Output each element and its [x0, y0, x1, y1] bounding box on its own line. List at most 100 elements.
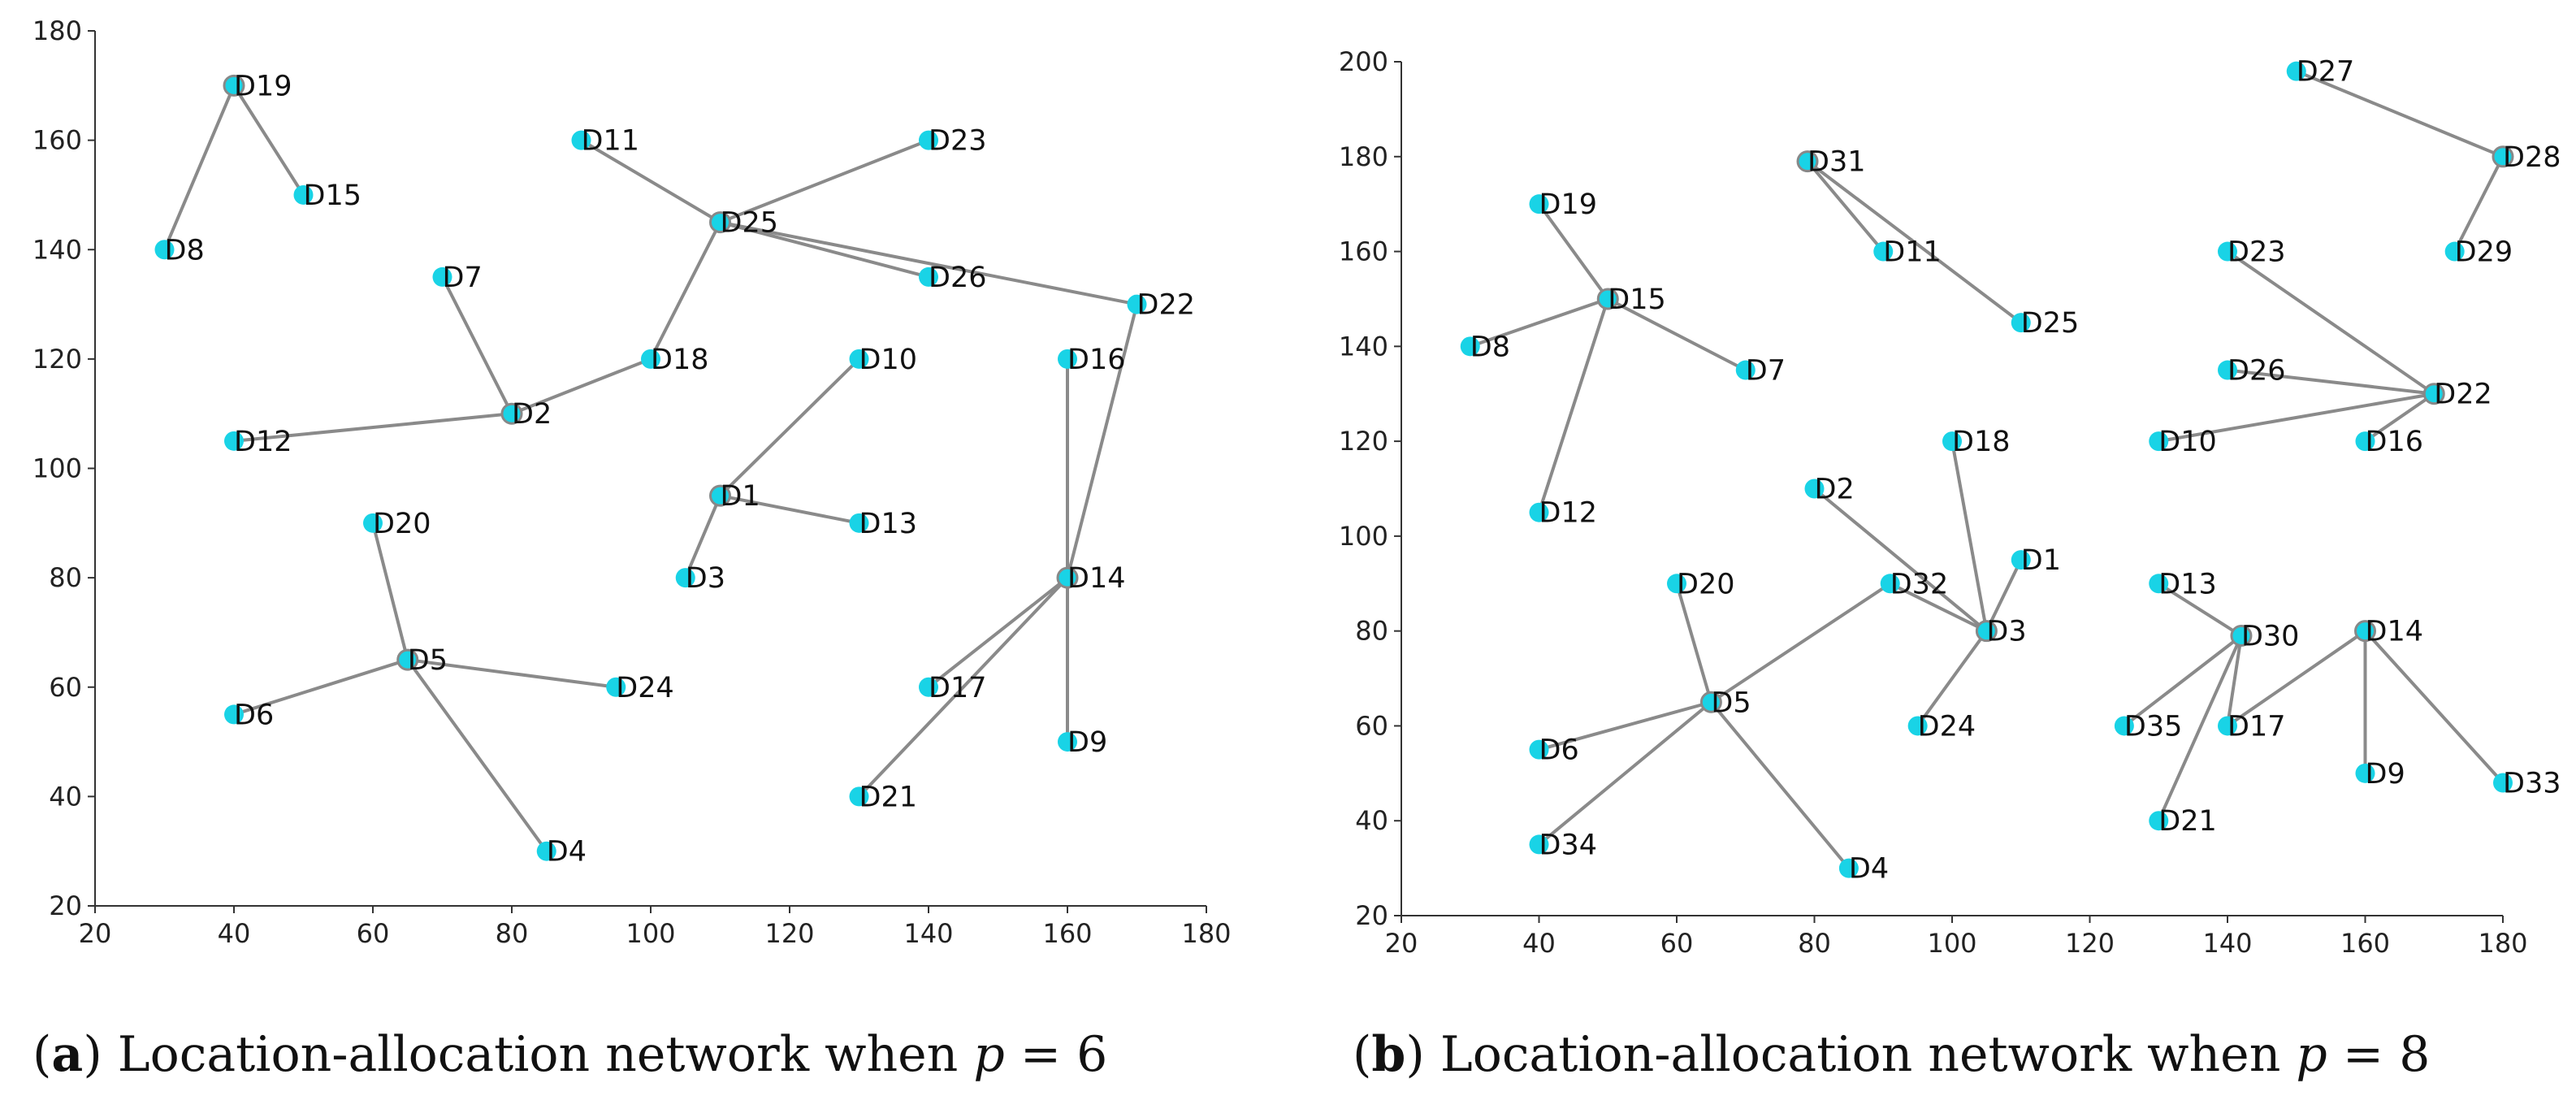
panel-a-x-tick-label-4: 100: [626, 918, 675, 949]
panel-b-x-tick-label-1: 40: [1522, 928, 1556, 959]
panel-b-node-D12: [1529, 502, 1549, 522]
panel-a-node-D4: [536, 841, 556, 861]
panel-a-edge-D25-D18: [649, 221, 722, 360]
panel-b-edge-D30-D35: [2123, 634, 2243, 728]
panel-b-node-label-D34: D34: [1539, 829, 1598, 861]
panel-a-node-D12: [224, 431, 244, 451]
panel-a-node-label-D4: D4: [547, 836, 587, 869]
panel-b-node-D4: [1838, 858, 1859, 878]
panel-b-center-ring-D3: [1975, 620, 1998, 643]
panel-b-node-label-D1: D1: [2021, 544, 2061, 577]
panel-b-node-D28: [2493, 146, 2513, 167]
panel-a-node-label-D23: D23: [929, 125, 987, 158]
panel-b-x-tick-label-8: 180: [2478, 928, 2527, 959]
panel-a-center-ring-D25: [709, 211, 731, 234]
panel-b-node-D11: [1873, 241, 1894, 262]
panel-b-y-tick-label-2: 60: [1355, 710, 1388, 741]
panel-a-node-D24: [606, 677, 626, 697]
panel-b-node-D17: [2218, 716, 2237, 736]
panel-a-y-tick-label-4: 100: [32, 453, 82, 484]
panel-b-node-label-D28: D28: [2503, 141, 2561, 174]
panel-b-node-label-D26: D26: [2227, 355, 2286, 388]
panel-b-y-tick-label-9: 200: [1339, 46, 1388, 77]
caption-a-label: a: [51, 1026, 83, 1083]
caption-b-text: Location-allocation network when: [1440, 1026, 2297, 1083]
panel-b-y-tick-label-5: 120: [1339, 426, 1388, 457]
panel-b-node-label-D12: D12: [1539, 497, 1598, 530]
panel-b-center-ring-D31: [1796, 150, 1819, 173]
panel-a-node-label-D6: D6: [234, 699, 274, 731]
panel-a-node-label-D24: D24: [616, 672, 674, 704]
panel-a-x-tick-label-2: 60: [357, 918, 390, 949]
panel-a-node-D22: [1127, 294, 1147, 314]
panel-b-node-D19: [1529, 194, 1549, 214]
panel-a-node-D11: [571, 130, 591, 150]
panel-b-node-D35: [2114, 716, 2134, 736]
panel-a-node-label-D13: D13: [859, 508, 918, 540]
panel-a-edge-D19-D8: [162, 84, 236, 251]
panel-a-node-label-D7: D7: [443, 262, 483, 294]
panel-a-node-label-D18: D18: [651, 344, 709, 376]
panel-b-node-D18: [1942, 431, 1962, 452]
panel-b-edge-D3-D18: [1950, 440, 1989, 632]
panel-b-node-label-D29: D29: [2455, 236, 2513, 269]
panel-a-edge-D2-D12: [233, 412, 513, 443]
panel-b-center-ring-D28: [2492, 145, 2514, 168]
panel-b-x-tick-label-5: 120: [2065, 928, 2115, 959]
panel-b-node-label-D17: D17: [2227, 710, 2286, 743]
panel-a-y-tick-label-7: 160: [32, 125, 82, 156]
panel-a-y-tick-label-5: 120: [32, 344, 82, 375]
panel-b-node-label-D6: D6: [1539, 734, 1579, 767]
panel-a-node-label-D2: D2: [512, 398, 552, 431]
panel-a-node-D3: [675, 568, 695, 588]
panel-a-edge-D25-D11: [580, 138, 721, 224]
panel-b-node-label-D2: D2: [1815, 474, 1855, 506]
panel-a-node-D16: [1058, 349, 1077, 369]
panel-b-node-D33: [2493, 773, 2513, 793]
panel-b-center-ring-D22: [2422, 383, 2445, 405]
panel-a-node-label-D8: D8: [165, 234, 205, 266]
panel-b-node-D29: [2444, 241, 2465, 262]
panel-b-node-D8: [1460, 336, 1480, 357]
panel-a-node-label-D1: D1: [721, 480, 760, 513]
panel-a-node-D25: [710, 212, 730, 232]
panel-a-node-label-D11: D11: [582, 125, 640, 158]
panel-a-node-label-D20: D20: [373, 508, 431, 540]
panel-b-x-tick-label-0: 20: [1385, 928, 1418, 959]
panel-b-node-D14: [2355, 621, 2375, 641]
panel-a-node-D7: [432, 266, 452, 287]
panel-a-edge-D1-D3: [683, 495, 722, 578]
panel-b-x-tick-label-4: 100: [1927, 928, 1976, 959]
panel-a-node-label-D14: D14: [1067, 562, 1126, 595]
panel-a-center-ring-D2: [500, 402, 523, 425]
panel-b-edge-D15-D19: [1537, 202, 1609, 301]
panel-a-node-D18: [641, 349, 660, 369]
panel-b-node-label-D25: D25: [2021, 307, 2080, 340]
panel-b-y-tick-label-1: 40: [1355, 805, 1388, 836]
panel-b-node-D9: [2355, 763, 2375, 783]
panel-b-node-D31: [1798, 151, 1818, 171]
panel-a-node-D13: [849, 513, 869, 533]
panel-b-node-label-D27: D27: [2297, 56, 2355, 89]
caption-a-text: Location-allocation network when: [118, 1026, 974, 1083]
panel-b-edge-D15-D8: [1470, 297, 1608, 349]
panel-b-node-label-D35: D35: [2124, 710, 2183, 743]
panel-a-node-D1: [710, 486, 730, 506]
panel-b-edge-D15-D7: [1607, 297, 1747, 372]
panel-b-node-D22: [2424, 383, 2444, 404]
panel-a-y-tick-label-1: 40: [49, 781, 82, 812]
panel-b-y-tick-label-8: 180: [1339, 141, 1388, 172]
panel-b-node-label-D15: D15: [1608, 284, 1666, 316]
panel-a-y-tick-label-3: 80: [49, 562, 82, 593]
panel-b-node-D34: [1529, 834, 1549, 855]
panel-b-edge-D31-D25: [1806, 160, 2022, 324]
panel-a-node-label-D26: D26: [929, 262, 987, 294]
panel-b-node-D10: [2149, 431, 2169, 452]
panel-b-y-tick-label-3: 80: [1355, 616, 1388, 647]
panel-b-node-label-D19: D19: [1539, 188, 1598, 221]
caption-b-label: b: [1371, 1026, 1405, 1083]
panel-b-node-D13: [2149, 574, 2169, 594]
panel-b-node-label-D30: D30: [2241, 621, 2300, 653]
panel-b-edge-D5-D20: [1675, 583, 1713, 703]
